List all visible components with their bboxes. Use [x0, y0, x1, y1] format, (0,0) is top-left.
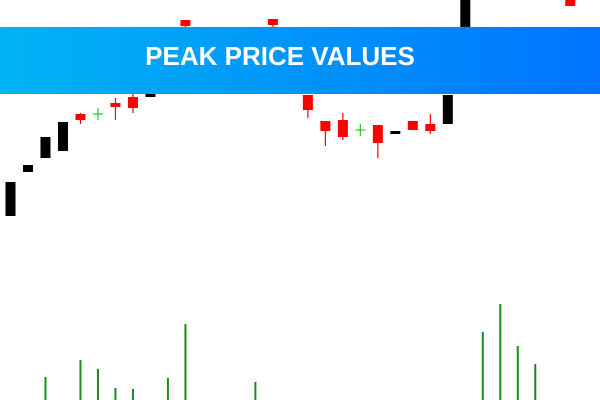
candle-body: [302, 95, 313, 110]
candle-body: [180, 20, 191, 26]
chart-title: PEAK PRICE VALUES: [145, 41, 415, 71]
candle-body: [442, 95, 453, 124]
candle-body: [75, 114, 86, 120]
candle-body: [425, 124, 436, 131]
candle-body: [372, 125, 383, 143]
candle-body: [127, 97, 138, 108]
candle-body: [110, 103, 121, 107]
candle-body: [320, 121, 331, 131]
candle-body: [407, 121, 418, 130]
candle-body: [145, 94, 156, 97]
plot: [5, 0, 576, 400]
banner: [0, 27, 600, 94]
candle-body: [267, 19, 278, 25]
candle-body: [5, 182, 16, 216]
candle-body: [460, 0, 471, 30]
candle-body: [57, 122, 68, 151]
candle-body: [565, 0, 576, 6]
candle-body: [40, 137, 51, 158]
candle-body: [337, 120, 348, 137]
candle-body: [22, 165, 33, 172]
candle-body: [390, 131, 401, 134]
